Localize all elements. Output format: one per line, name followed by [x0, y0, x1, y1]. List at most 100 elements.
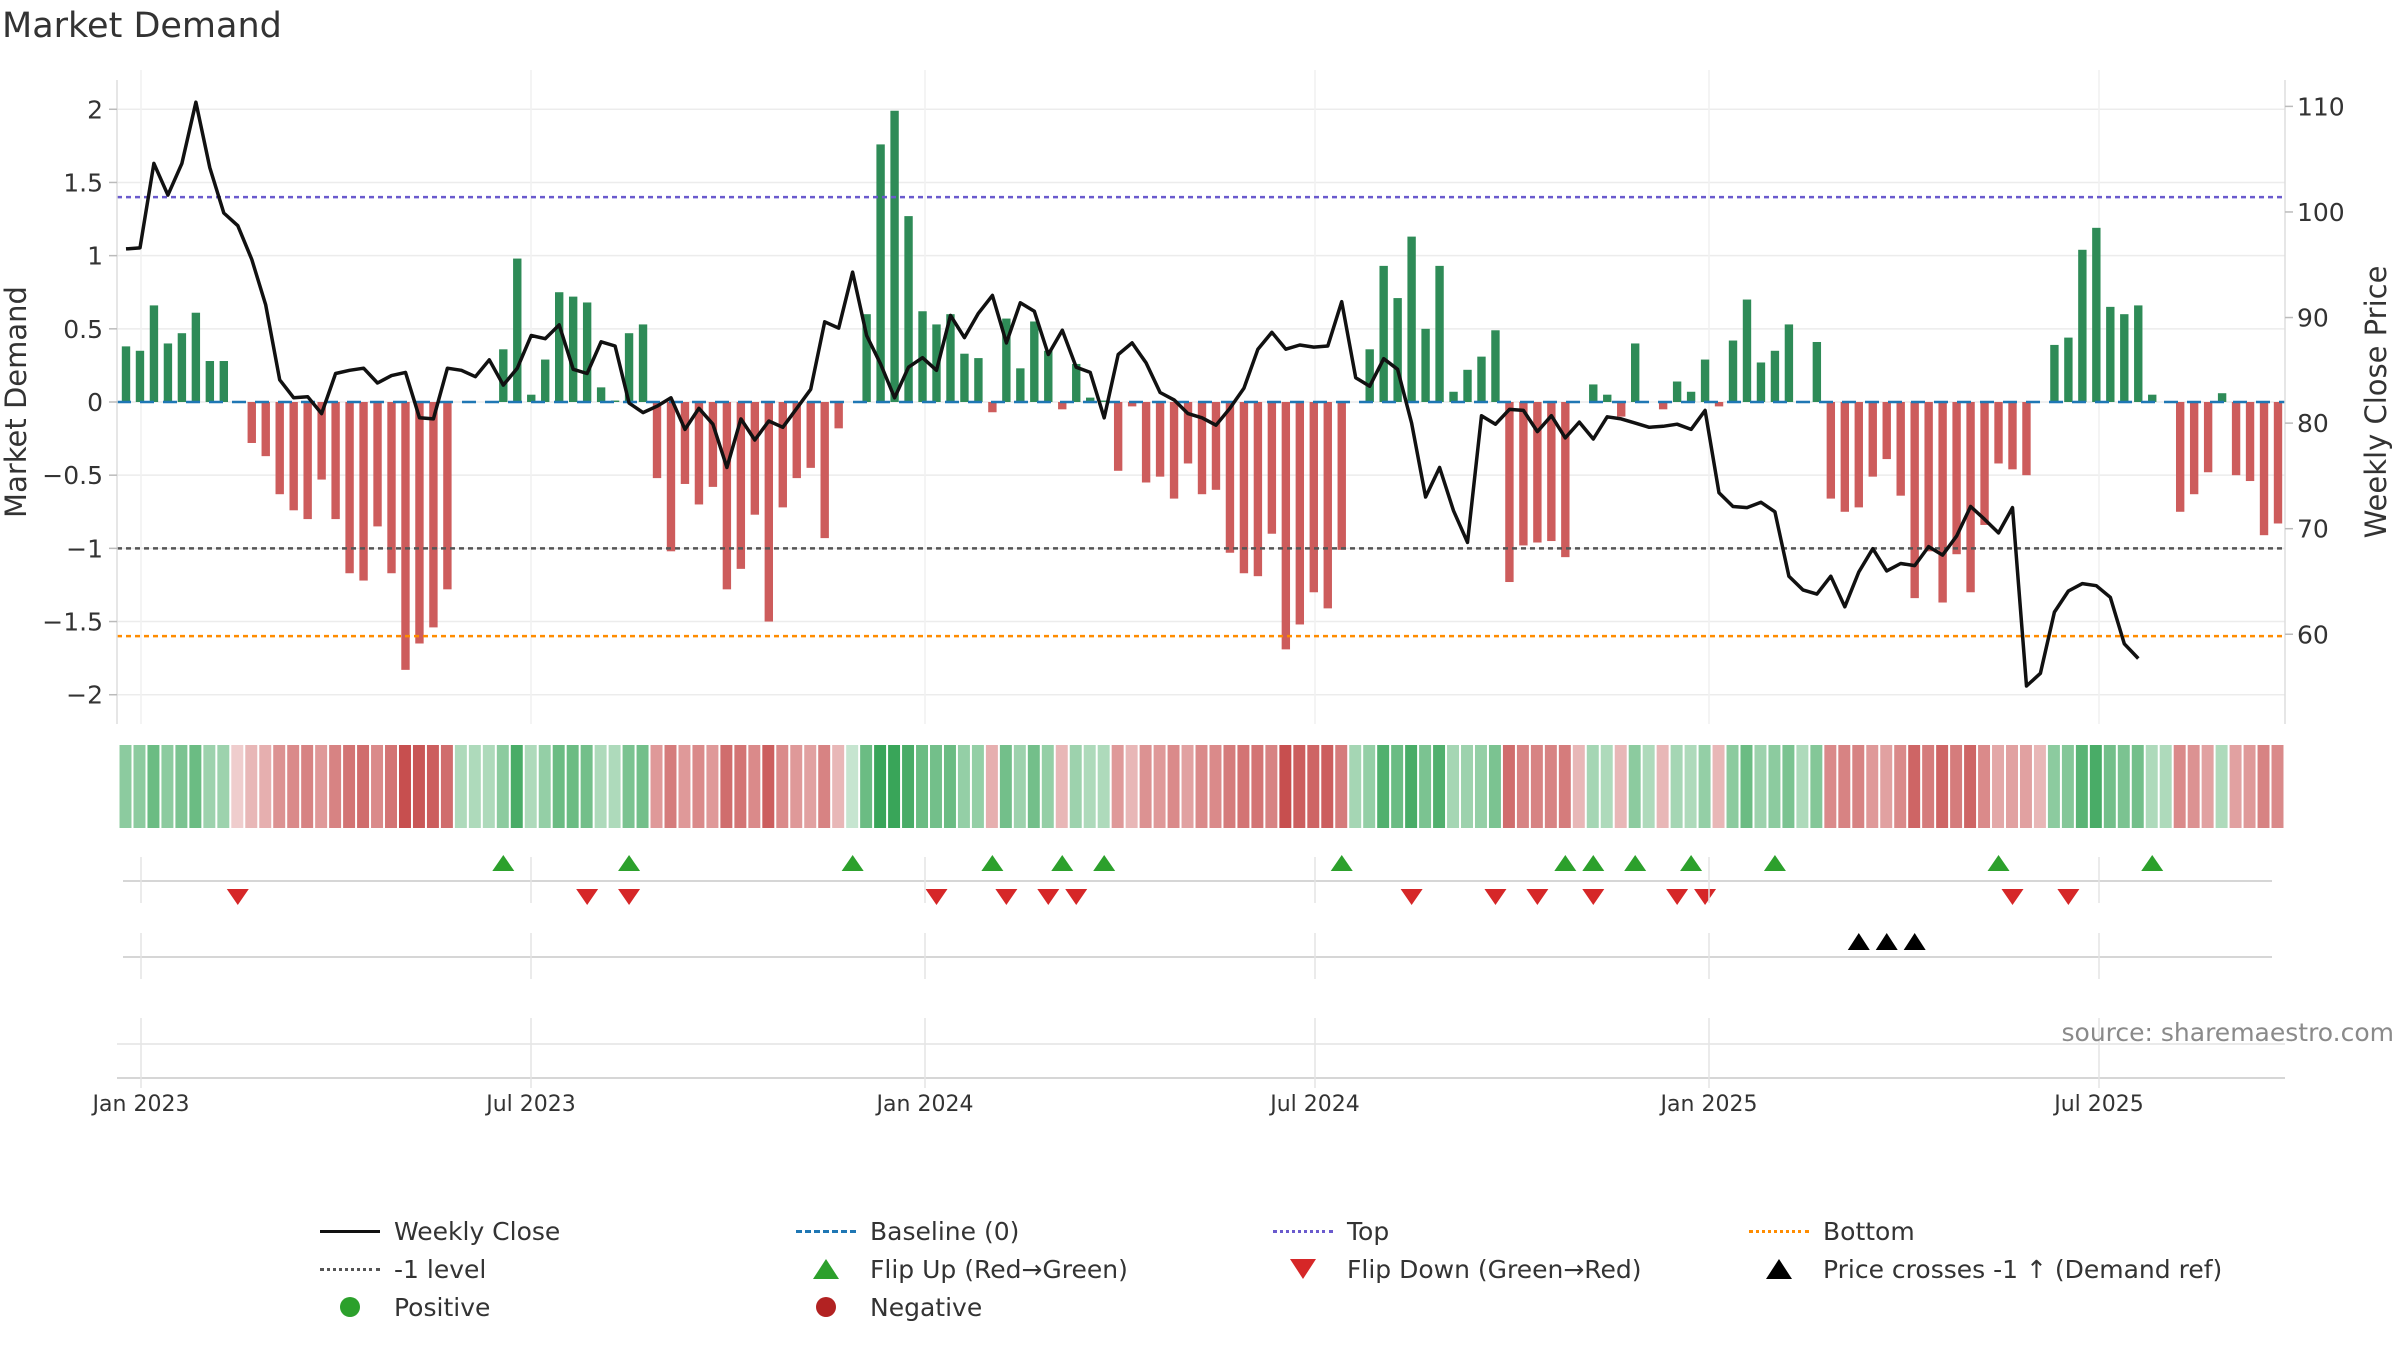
demand-bar-negative — [1910, 402, 1919, 599]
strip-cell — [1726, 745, 1739, 828]
right-tick-label: 70 — [2297, 515, 2329, 544]
strip-cell — [524, 745, 537, 828]
strip-cell — [790, 745, 803, 828]
grid-layer — [117, 70, 2285, 724]
right-tick-label: 110 — [2297, 92, 2345, 121]
right-tick-label: 80 — [2297, 409, 2329, 438]
demand-bar-negative — [1896, 402, 1905, 496]
left-tick-label: 1 — [87, 242, 103, 271]
demand-bar-negative — [2189, 402, 2199, 495]
strip-cell — [1251, 745, 1264, 828]
demand-bar-positive — [960, 353, 969, 402]
market-demand-chart: 2 1.5 1 0.5 0 −0.5 −1 −1.5 −2 110 100 90 80 70 60 Marke… — [0, 70, 2393, 1117]
demand-bar-positive — [1728, 340, 1738, 402]
demand-bar-positive — [1407, 236, 1416, 402]
strip-cell — [1097, 745, 1110, 828]
strip-cell — [2145, 745, 2158, 828]
strip-cell — [1628, 745, 1641, 828]
strip-cell — [2257, 745, 2270, 828]
strip-cell — [1447, 745, 1460, 828]
flip-down-marker — [1037, 889, 1060, 905]
demand-bar-negative — [1617, 402, 1626, 417]
strip-cell — [916, 745, 929, 828]
flip-down-marker — [1065, 889, 1088, 905]
strip-cell — [412, 745, 425, 828]
strip-cell — [2187, 745, 2200, 828]
left-tick-label: −1 — [66, 534, 103, 563]
strip-cell — [1810, 745, 1823, 828]
strip-cell — [538, 745, 551, 828]
legend-key-triangle-up — [1747, 1254, 1811, 1284]
strip-cell — [594, 745, 607, 828]
strip-cell — [259, 745, 272, 828]
legend-symbol — [1766, 1259, 1792, 1279]
strip-cell — [245, 745, 258, 828]
demand-bar-negative — [2231, 402, 2241, 476]
demand-bar-positive — [1700, 359, 1710, 402]
demand-bar-negative — [303, 402, 312, 520]
demand-bar-negative — [2008, 402, 2017, 470]
demand-bars — [121, 110, 2283, 670]
strip-cell — [552, 745, 565, 828]
demand-bar-negative — [387, 402, 396, 574]
demand-bar-positive — [1631, 343, 1640, 402]
flip-up-marker — [492, 855, 515, 871]
strip-cell — [1642, 745, 1655, 828]
strip-cell — [1377, 745, 1390, 828]
flip-down-marker — [618, 889, 641, 905]
demand-bar-negative — [2203, 402, 2213, 473]
strip-cell — [1978, 745, 1991, 828]
demand-bar-negative — [1127, 402, 1137, 407]
legend-item: Price crosses -1 ↑ (Demand ref) — [1747, 1250, 2222, 1288]
strip-cell — [1111, 745, 1124, 828]
flip-up-marker — [1093, 855, 1116, 871]
strip-cell — [1502, 745, 1515, 828]
demand-bar-positive — [541, 359, 550, 402]
strip-cell — [818, 745, 831, 828]
left-tick-label: −2 — [66, 681, 103, 710]
demand-bar-negative — [1323, 402, 1332, 609]
legend-item: Top — [1271, 1212, 1389, 1250]
demand-bar-positive — [1072, 363, 1081, 402]
flip-down-marker — [1400, 889, 1423, 905]
strip-cell — [1712, 745, 1725, 828]
left-tick-label: 0.5 — [63, 315, 103, 344]
strip-cell — [1307, 745, 1320, 828]
strip-cell — [720, 745, 733, 828]
strip-cell — [1167, 745, 1180, 828]
demand-bar-negative — [275, 402, 284, 495]
demand-bar-negative — [1267, 402, 1277, 534]
strip-cell — [287, 745, 300, 828]
demand-bar-positive — [1603, 394, 1612, 402]
strip-cell — [1153, 745, 1166, 828]
demand-bar-negative — [666, 402, 676, 552]
legend-symbol — [1749, 1229, 1809, 1233]
demand-bar-negative — [652, 402, 662, 479]
legend-item: Positive — [318, 1288, 490, 1326]
strip-cell — [510, 745, 523, 828]
flip-down-marker — [2057, 889, 2080, 905]
strip-cell — [217, 745, 230, 828]
flip-up-marker — [1987, 855, 2010, 871]
demand-bar-negative — [1658, 402, 1668, 410]
strip-cell — [930, 745, 942, 828]
legend-key-triangle-up — [794, 1254, 858, 1284]
strip-cell — [804, 745, 817, 828]
demand-bar-negative — [722, 402, 732, 590]
demand-bar-positive — [527, 394, 536, 402]
demand-bar-negative — [694, 402, 704, 505]
strip-cell — [1363, 745, 1376, 828]
strip-cell — [2006, 745, 2018, 828]
strip-cell — [2229, 745, 2242, 828]
strip-cell — [1516, 745, 1529, 828]
demand-bar-negative — [429, 402, 438, 628]
strip-cell — [371, 745, 384, 828]
strip-cell — [398, 745, 411, 828]
flip-up-marker — [1330, 855, 1353, 871]
strip-cell — [175, 745, 188, 828]
demand-bar-negative — [1141, 402, 1151, 483]
demand-bar-positive — [596, 387, 606, 402]
strip-cell — [985, 745, 998, 828]
demand-bar-positive — [1044, 350, 1053, 402]
left-tick-label: −0.5 — [42, 461, 103, 490]
